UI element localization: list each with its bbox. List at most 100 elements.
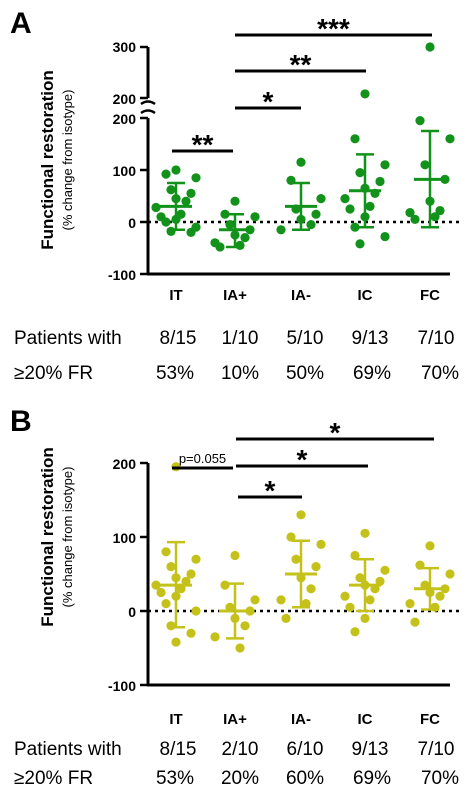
panel-b-category-it: IT — [169, 711, 182, 728]
panel-b-point-ic-7 — [340, 591, 350, 601]
panel-b-summary-label: Patients with — [14, 739, 122, 760]
panel-a-point-fc-0 — [425, 42, 435, 52]
panel-a-point-it-6 — [181, 196, 191, 206]
panel-b-point-it-3 — [166, 562, 176, 572]
panel-a-point-ic-8 — [365, 201, 375, 211]
panel-a-marks — [151, 42, 455, 252]
panel-a-point-ia-plus-0 — [230, 196, 240, 206]
panel-b-fraction-ia-plus: 2/10 — [222, 739, 259, 760]
panel-a-point-fc-2 — [445, 134, 455, 144]
panel-a-point-ic-2 — [380, 160, 390, 170]
panel-b-point-ia-minus-7 — [276, 595, 286, 605]
panel-b-point-ia-minus-1 — [286, 532, 296, 542]
panel-b-point-it-11 — [161, 599, 171, 609]
panel-a-ytick-label-200-upper: 200 — [113, 91, 137, 107]
panel-a-point-ia-plus-8 — [235, 240, 245, 250]
panel-b-point-it-9 — [156, 587, 166, 598]
panel-b-letter: B — [10, 405, 32, 438]
panel-a-fraction-fc: 7/10 — [418, 328, 455, 349]
panel-b-point-fc-9 — [410, 617, 420, 627]
panel-a-point-fc-1 — [415, 116, 425, 126]
panel-b-point-it-13 — [166, 621, 176, 631]
panel-b-point-ia-plus-7 — [210, 632, 220, 642]
panel-a-point-it-0 — [171, 165, 181, 175]
panel-a-percent-ic: 69% — [353, 363, 391, 384]
panel-b-sig-label-2: * — [297, 444, 308, 475]
panel-b-significance: p=0.055 * * * — [172, 417, 434, 506]
panel-a-point-fc-8 — [430, 212, 440, 222]
panel-b-point-it-7 — [151, 580, 161, 590]
panel-a-point-ic-12 — [380, 231, 390, 242]
panel-a-point-ia-plus-2 — [250, 212, 260, 222]
panel-b-point-ic-0 — [360, 528, 370, 538]
panel-a-point-ia-minus-6 — [306, 220, 316, 230]
panel-a-sig-label-1: * — [263, 86, 274, 117]
panel-b-summary-label2: ≥20% FR — [14, 768, 93, 789]
panel-b-ylabel-sub: (% change from isotype) — [60, 467, 75, 608]
panel-b-point-ic-2 — [380, 565, 390, 575]
panel-a-point-it-7 — [151, 202, 161, 213]
panel-b-point-it-12 — [191, 606, 201, 616]
panel-b-point-ia-minus-3 — [291, 554, 301, 564]
panel-b-point-ic-10 — [360, 613, 370, 624]
panel-b-point-fc-0 — [425, 541, 435, 551]
panel-a-point-ic-3 — [355, 168, 365, 178]
panel-b-point-ia-minus-0 — [296, 510, 306, 520]
panel-a-category-ia-minus: IA- — [291, 287, 311, 304]
panel-b-fraction-it: 8/15 — [160, 739, 197, 760]
panel-a-axis-break-top — [140, 100, 156, 106]
panel-a-point-ia-plus-3 — [225, 220, 235, 230]
panel-a-point-ia-minus-4 — [311, 209, 321, 219]
panel-b-point-it-14 — [186, 628, 196, 638]
panel-a-point-ic-4 — [375, 176, 385, 187]
panel-b-point-ia-minus-6 — [306, 584, 316, 594]
panel-a-percent-fc: 70% — [421, 363, 459, 384]
panel-a-category-ic: IC — [358, 287, 373, 304]
panel-b-point-it-15 — [171, 637, 181, 647]
panel-b-point-ia-plus-6 — [240, 621, 250, 631]
panel-a-ytick-label-300: 300 — [113, 39, 137, 55]
panel-a-percent-ia-plus: 10% — [221, 363, 259, 384]
panel-a-point-it-11 — [161, 217, 171, 227]
panel-b-point-ia-minus-9 — [281, 613, 291, 624]
panel-b-ytick-label-0: 0 — [128, 604, 136, 620]
panel-b-sig-label-3: * — [330, 417, 341, 448]
panel-b-point-fc-6 — [435, 591, 445, 601]
panel-b-ytick-label-200: 200 — [113, 456, 137, 472]
panel-a-significance: ******** — [172, 13, 432, 160]
panel-a-percent-it: 53% — [156, 363, 194, 384]
panel-b-point-ic-11 — [350, 627, 360, 637]
panel-a-letter: A — [10, 7, 32, 40]
panel-a-ytick-label-200: 200 — [113, 111, 137, 127]
panel-b-point-ic-1 — [350, 550, 360, 561]
panel-b-point-ia-minus-4 — [311, 562, 321, 572]
panel-b-category-ia-plus: IA+ — [223, 711, 247, 728]
panel-a-point-ia-minus-2 — [316, 194, 326, 204]
panel-b-fraction-ic: 9/13 — [352, 739, 389, 760]
panel-b-point-it-2 — [191, 554, 201, 564]
panel-a-fraction-it: 8/15 — [160, 328, 197, 349]
panel-b-fraction-ia-minus: 6/10 — [287, 739, 324, 760]
panel-a-category-it: IT — [169, 287, 182, 304]
panel-a-ytick-label-100: 100 — [113, 163, 137, 179]
panel-a-ylabel-sub: (% change from isotype) — [60, 90, 75, 231]
panel-a-category-ia-plus: IA+ — [223, 287, 247, 304]
panel-b-point-ia-plus-8 — [235, 643, 245, 653]
panel-b-point-it-1 — [161, 547, 171, 557]
panel-b-point-ia-plus-1 — [220, 580, 230, 590]
panel-b-point-it-4 — [186, 569, 196, 579]
panel-a-point-ia-plus-9 — [215, 242, 225, 252]
panel-a-point-fc-9 — [410, 214, 420, 224]
panel-a-point-ia-minus-0 — [296, 157, 306, 167]
panel-b-sig-label-0: p=0.055 — [179, 451, 226, 466]
panel-a-sig-label-2: ** — [290, 49, 312, 80]
panel-b-percent-ia-plus: 20% — [221, 768, 259, 789]
panel-a-point-ia-minus-7 — [276, 225, 286, 235]
panel-b-point-ia-plus-0 — [230, 550, 240, 561]
panel-a-point-ic-1 — [350, 134, 360, 144]
panel-a-point-ic-9 — [345, 204, 355, 214]
panel-b-point-ic-8 — [365, 595, 375, 605]
panel-a-ytick-label--100: -100 — [108, 267, 136, 283]
panel-a-sig-label-3: *** — [317, 13, 350, 44]
